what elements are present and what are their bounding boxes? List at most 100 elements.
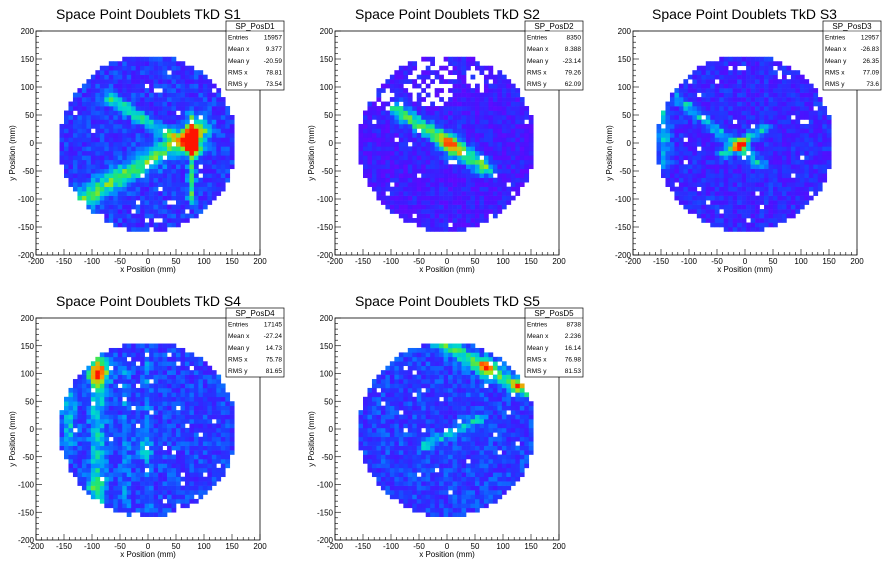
heatmap-cell [795, 79, 801, 84]
heatmap-cell [113, 503, 119, 509]
heatmap-cell [768, 106, 774, 111]
heatmap-cell [72, 159, 78, 165]
heatmap-cell [171, 83, 177, 89]
heatmap-cell [167, 56, 172, 62]
heatmap-cell [723, 70, 729, 75]
heatmap-cell [524, 155, 530, 161]
heatmap-cell [385, 119, 391, 125]
heatmap-cell [86, 374, 92, 380]
heatmap-cell [202, 110, 208, 116]
heatmap-cell [216, 186, 222, 192]
heatmap-cell [506, 200, 512, 205]
heatmap-cell [732, 200, 738, 205]
heatmap-cell [488, 164, 494, 170]
heatmap-cell [189, 454, 195, 460]
heatmap-cell [501, 74, 507, 80]
heatmap-cell [108, 396, 114, 402]
heatmap-cell [77, 396, 83, 402]
heatmap-cell [162, 419, 168, 424]
heatmap-cell [189, 361, 195, 367]
heatmap-cell [799, 159, 805, 165]
heatmap-cell [162, 218, 168, 223]
heatmap-cell [412, 218, 418, 223]
heatmap-cell [64, 141, 69, 147]
heatmap-cell [131, 92, 136, 98]
heatmap-cell [808, 88, 814, 93]
heatmap-cell [515, 159, 521, 165]
heatmap-cell [211, 396, 217, 402]
heatmap-cell [674, 164, 680, 170]
heatmap-cell [90, 485, 96, 491]
heatmap-cell [131, 343, 136, 349]
heatmap-cell [452, 123, 458, 129]
heatmap-cell [122, 79, 128, 84]
heatmap-cell [81, 119, 87, 125]
heatmap-cell [394, 123, 400, 129]
heatmap-cell [781, 150, 787, 156]
heatmap-cell [95, 128, 101, 134]
heatmap-cell [184, 454, 190, 460]
heatmap-cell [497, 137, 503, 143]
heatmap-cell [669, 110, 675, 116]
heatmap-cell [144, 110, 150, 116]
heatmap-cell [193, 410, 199, 415]
heatmap-cell [773, 168, 778, 174]
heatmap-cell [741, 97, 747, 102]
heatmap-cell [692, 146, 698, 152]
heatmap-cell [59, 155, 65, 161]
heatmap-cell [398, 123, 404, 129]
heatmap-cell [184, 74, 190, 80]
heatmap-cell [72, 441, 78, 446]
heatmap-cell [95, 365, 101, 371]
heatmap-cell [483, 92, 489, 98]
heatmap-cell [104, 387, 110, 393]
heatmap-cell [135, 387, 141, 393]
heatmap-cell [86, 410, 92, 415]
heatmap-cell [407, 164, 413, 170]
heatmap-cell [126, 458, 132, 464]
heatmap-cell [421, 97, 427, 102]
heatmap-cell [764, 209, 769, 214]
heatmap-cell [180, 387, 186, 393]
heatmap-cell [687, 182, 693, 187]
stats-row-value: 9.377 [266, 46, 283, 53]
heatmap-cell [795, 195, 801, 201]
heatmap-cell [162, 74, 168, 80]
heatmap-cell [207, 101, 213, 107]
heatmap-cell [394, 74, 400, 80]
heatmap-cell [220, 159, 226, 165]
heatmap-cell [492, 141, 498, 147]
heatmap-cell [198, 490, 204, 495]
heatmap-cell [95, 414, 101, 420]
heatmap-cell [764, 97, 769, 102]
heatmap-cell [501, 200, 507, 205]
heatmap-cell [452, 173, 458, 179]
heatmap-cell [117, 485, 123, 491]
heatmap-cell [683, 164, 689, 170]
heatmap-cell [225, 150, 231, 156]
heatmap-cell [180, 204, 186, 210]
heatmap-cell [81, 405, 87, 411]
heatmap-cell [705, 106, 711, 111]
heatmap-cell [759, 159, 765, 165]
heatmap-cell [77, 432, 83, 438]
heatmap-cell [153, 150, 159, 156]
heatmap-cell [131, 213, 136, 219]
heatmap-cell [117, 106, 123, 111]
heatmap-cell [81, 432, 87, 438]
heatmap-cell [728, 186, 733, 192]
heatmap-cell [162, 383, 168, 389]
heatmap-cell [380, 115, 386, 120]
heatmap-cell [189, 83, 195, 89]
heatmap-cell [475, 182, 480, 187]
heatmap-cell [140, 370, 145, 375]
heatmap-cell [755, 141, 760, 147]
heatmap-cell [439, 200, 444, 205]
heatmap-cell [692, 177, 698, 183]
heatmap-cell [687, 177, 693, 183]
heatmap-cell [425, 186, 431, 192]
heatmap-cell [817, 164, 823, 170]
heatmap-cell [220, 101, 226, 107]
heatmap-cell [198, 387, 204, 393]
heatmap-cell [786, 137, 792, 143]
